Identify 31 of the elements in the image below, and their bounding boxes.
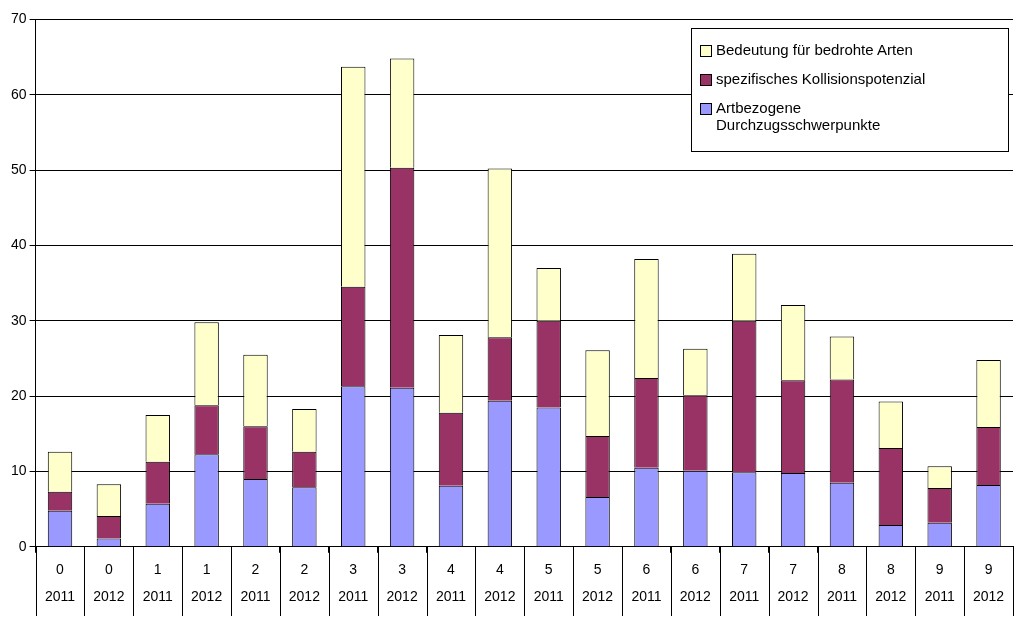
x-tick-label: 5 2012 xyxy=(582,560,614,604)
x-tick-label: 8 2012 xyxy=(875,560,907,604)
y-tick-label: 30 xyxy=(10,311,27,328)
x-tick-label: 3 2012 xyxy=(386,560,418,604)
x-tick-label: 0 2011 xyxy=(44,560,76,604)
y-tick-label: 10 xyxy=(10,462,27,479)
x-tick-label: 4 2012 xyxy=(484,560,516,604)
x-tick-label: 1 2012 xyxy=(191,560,223,604)
x-tick-label: 9 2012 xyxy=(972,560,1005,604)
legend-label: Artbezogene Durchzugsschwerpunkte xyxy=(716,99,882,133)
x-tick-label: 6 2011 xyxy=(631,560,662,604)
x-tick-label: 8 2011 xyxy=(826,560,858,604)
legend-label: Bedeutung für bedrohte Arten xyxy=(716,41,914,58)
x-tick-label: 5 2011 xyxy=(533,560,564,604)
x-tick-label: 0 2012 xyxy=(93,560,125,604)
y-tick-label: 50 xyxy=(10,160,27,177)
x-tick-label: 3 2011 xyxy=(338,560,369,604)
x-tick-label: 1 2011 xyxy=(142,560,174,604)
y-tick-label: 40 xyxy=(10,236,27,253)
x-tick-label: 2 2011 xyxy=(240,560,271,604)
x-tick-label: 6 2012 xyxy=(679,560,712,604)
x-tick-label: 2 2012 xyxy=(288,560,321,604)
y-tick-label: 60 xyxy=(10,85,27,102)
y-tick-label: 0 xyxy=(18,537,27,554)
x-tick-label: 9 2011 xyxy=(924,560,955,604)
y-tick-label: 70 xyxy=(10,10,27,27)
legend-label: spezifisches Kollisionspotenzial xyxy=(716,70,927,87)
x-tick-label: 7 2011 xyxy=(729,560,760,604)
x-tick-label: 4 2011 xyxy=(435,560,467,604)
x-tick-label: 7 2012 xyxy=(777,560,809,604)
y-tick-label: 20 xyxy=(10,386,27,403)
